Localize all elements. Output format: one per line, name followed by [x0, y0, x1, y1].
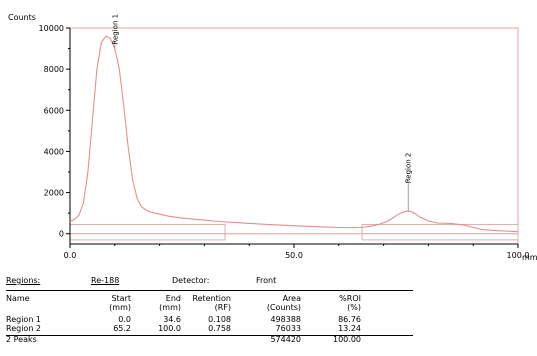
- cell-name: Region 2: [6, 324, 42, 333]
- total-area: 574420: [270, 335, 301, 344]
- header-name: Name: [6, 294, 30, 303]
- table-row: Region 2 65.2 100.0 0.758 76033 13.24: [6, 324, 413, 333]
- y-tick-label: 8000: [44, 65, 64, 74]
- cell-roi: 13.24: [338, 324, 361, 333]
- regions-table: Name Start (mm) End (mm) Retention (RF) Are…: [6, 294, 413, 344]
- table-total-row: 2 Peaks 574420 100.00: [6, 333, 413, 344]
- y-tick-label: 6000: [44, 106, 64, 115]
- cell-start: 0.0: [118, 315, 131, 324]
- series-line: [69, 35, 519, 233]
- cell-end: 34.6: [163, 315, 181, 324]
- table-row: Region 1 0.0 34.6 0.108 498388 86.76: [6, 315, 413, 324]
- header-roi: %ROI (%): [339, 294, 361, 312]
- info-row: Regions: Re-188 Detector: Front: [0, 276, 537, 290]
- region-band: [361, 223, 519, 241]
- x-tick-label: 100.0: [507, 251, 530, 260]
- y-tick-label: 0: [59, 230, 64, 239]
- table-top-rule: [6, 290, 413, 291]
- peak-label: Region 2: [405, 153, 413, 184]
- detector-label: Detector:: [172, 276, 210, 285]
- cell-retention: 0.758: [208, 324, 231, 333]
- y-tick-label: 2000: [44, 189, 64, 198]
- peak-label: Region 1: [111, 14, 119, 45]
- header-start: Start (mm): [109, 294, 131, 312]
- y-tick-label: 4000: [44, 147, 64, 156]
- cell-retention: 0.108: [208, 315, 231, 324]
- cell-name: Region 1: [6, 315, 42, 324]
- x-tick-label: 50.0: [285, 251, 303, 260]
- y-axis: 0 2000 4000 6000 8000 10000: [39, 24, 71, 244]
- total-roi: 100.00: [333, 335, 361, 344]
- x-axis-unit: mm: [522, 253, 537, 262]
- chromatogram-chart: 0 2000 4000 6000 8000 10000 0.0 50.0 100.0 Regi…: [8, 13, 537, 262]
- regions-label: Regions:: [6, 276, 41, 285]
- peak-annotation: Region 2: [405, 153, 413, 212]
- x-axis: 0.0 50.0 100.0: [64, 243, 530, 260]
- x-tick-label: 0.0: [64, 251, 77, 260]
- cell-area: 498388: [270, 315, 301, 324]
- annotation-layer: Region 1 Region 2: [111, 14, 413, 212]
- cell-end: 100.0: [158, 324, 181, 333]
- header-area: Area (Counts): [266, 294, 301, 312]
- total-rule: [6, 335, 413, 336]
- region-band: [69, 223, 226, 241]
- y-tick-label: 10000: [39, 24, 64, 33]
- series-layer: [69, 35, 519, 233]
- plot-frame: [69, 27, 519, 245]
- detector-value: Front: [256, 276, 277, 285]
- cell-roi: 86.76: [338, 315, 361, 324]
- y-axis-title: Counts: [8, 13, 36, 22]
- total-name: 2 Peaks: [6, 335, 37, 344]
- header-retention: Retention (RF): [192, 294, 231, 312]
- peak-annotation: Region 1: [111, 14, 119, 49]
- table-header-row: Name Start (mm) End (mm) Retention (RF) Are…: [6, 294, 413, 312]
- header-end: End (mm): [159, 294, 181, 312]
- region-bands: [69, 223, 519, 241]
- isotope-value: Re-188: [91, 276, 120, 285]
- cell-area: 76033: [275, 324, 301, 333]
- cell-start: 65.2: [113, 324, 131, 333]
